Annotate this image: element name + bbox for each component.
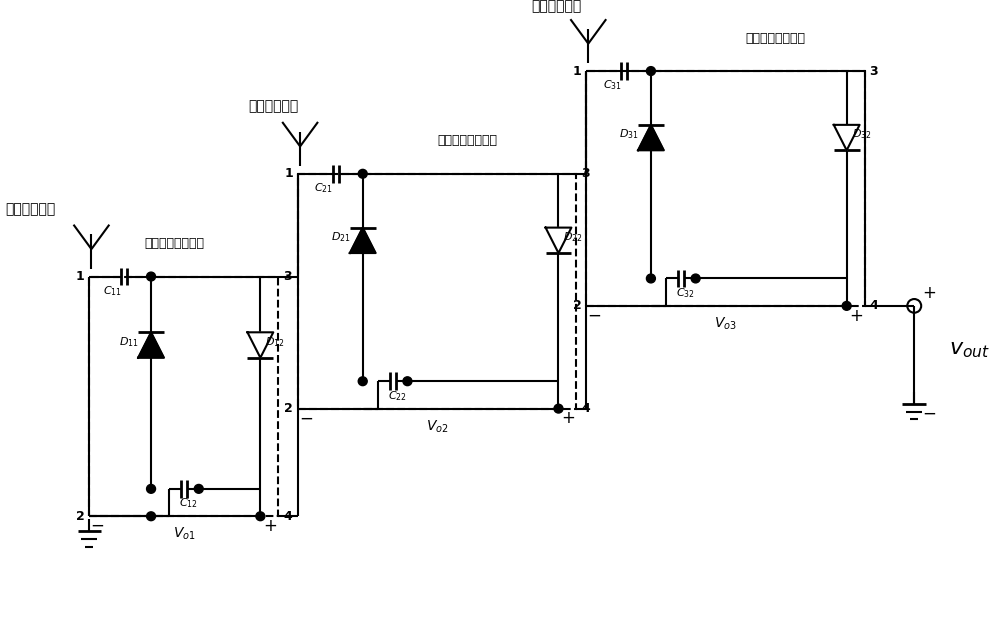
- Text: 3: 3: [870, 64, 878, 77]
- Text: 第三微帶天線: 第三微帶天線: [532, 0, 582, 14]
- Circle shape: [194, 485, 203, 493]
- Text: $D_{21}$: $D_{21}$: [331, 230, 351, 244]
- Polygon shape: [247, 332, 273, 358]
- Text: −: −: [299, 409, 313, 427]
- Text: 1: 1: [573, 64, 581, 77]
- Text: $V_{o1}$: $V_{o1}$: [173, 526, 195, 542]
- Circle shape: [147, 512, 156, 521]
- Text: $C_{22}$: $C_{22}$: [388, 389, 407, 402]
- Text: 4: 4: [870, 300, 878, 313]
- Text: 第二微帶天線: 第二微帶天線: [248, 99, 299, 113]
- Text: $D_{32}$: $D_{32}$: [852, 128, 871, 141]
- Circle shape: [691, 274, 700, 283]
- Text: 3: 3: [581, 167, 590, 180]
- Circle shape: [554, 404, 563, 413]
- Text: 3: 3: [283, 270, 292, 283]
- Text: 第一倍壓整流網絡: 第一倍壓整流網絡: [144, 237, 204, 250]
- Text: $V_{o3}$: $V_{o3}$: [714, 316, 737, 332]
- Text: 4: 4: [581, 402, 590, 415]
- Circle shape: [842, 301, 851, 310]
- Text: $C_{31}$: $C_{31}$: [603, 79, 622, 92]
- Text: 2: 2: [573, 300, 581, 313]
- Polygon shape: [638, 125, 664, 150]
- Text: 4: 4: [283, 510, 292, 523]
- Polygon shape: [546, 228, 571, 253]
- Text: 1: 1: [76, 270, 84, 283]
- Text: $D_{12}$: $D_{12}$: [265, 335, 285, 349]
- Text: $C_{12}$: $C_{12}$: [179, 496, 198, 510]
- Text: 2: 2: [76, 510, 84, 523]
- Circle shape: [147, 272, 156, 281]
- Text: 2: 2: [284, 402, 293, 415]
- Text: 第一微帶天線: 第一微帶天線: [5, 202, 55, 216]
- Polygon shape: [138, 332, 164, 358]
- Circle shape: [256, 512, 265, 521]
- Text: +: +: [850, 306, 864, 324]
- Text: +: +: [263, 517, 277, 535]
- Text: +: +: [561, 409, 575, 427]
- Circle shape: [646, 274, 655, 283]
- Text: $D_{22}$: $D_{22}$: [563, 230, 583, 244]
- Text: 第二倍壓整流網絡: 第二倍壓整流網絡: [437, 134, 497, 147]
- Text: $v_{out}$: $v_{out}$: [949, 340, 990, 360]
- Text: −: −: [587, 306, 601, 324]
- Circle shape: [403, 377, 412, 386]
- Text: $C_{21}$: $C_{21}$: [314, 181, 333, 195]
- Circle shape: [358, 377, 367, 386]
- Text: $C_{11}$: $C_{11}$: [103, 284, 122, 298]
- Text: $C_{32}$: $C_{32}$: [676, 286, 695, 300]
- Polygon shape: [350, 228, 376, 253]
- Text: $V_{o2}$: $V_{o2}$: [426, 418, 449, 435]
- Text: $D_{31}$: $D_{31}$: [619, 128, 639, 141]
- Text: 第三倍壓整流網絡: 第三倍壓整流網絡: [745, 32, 805, 45]
- Polygon shape: [834, 125, 860, 150]
- Text: 1: 1: [284, 167, 293, 180]
- Text: $D_{11}$: $D_{11}$: [119, 335, 139, 349]
- Text: −: −: [90, 517, 104, 535]
- Circle shape: [147, 485, 156, 493]
- Circle shape: [358, 170, 367, 178]
- Text: −: −: [922, 404, 936, 422]
- Circle shape: [646, 67, 655, 76]
- Text: +: +: [922, 284, 936, 302]
